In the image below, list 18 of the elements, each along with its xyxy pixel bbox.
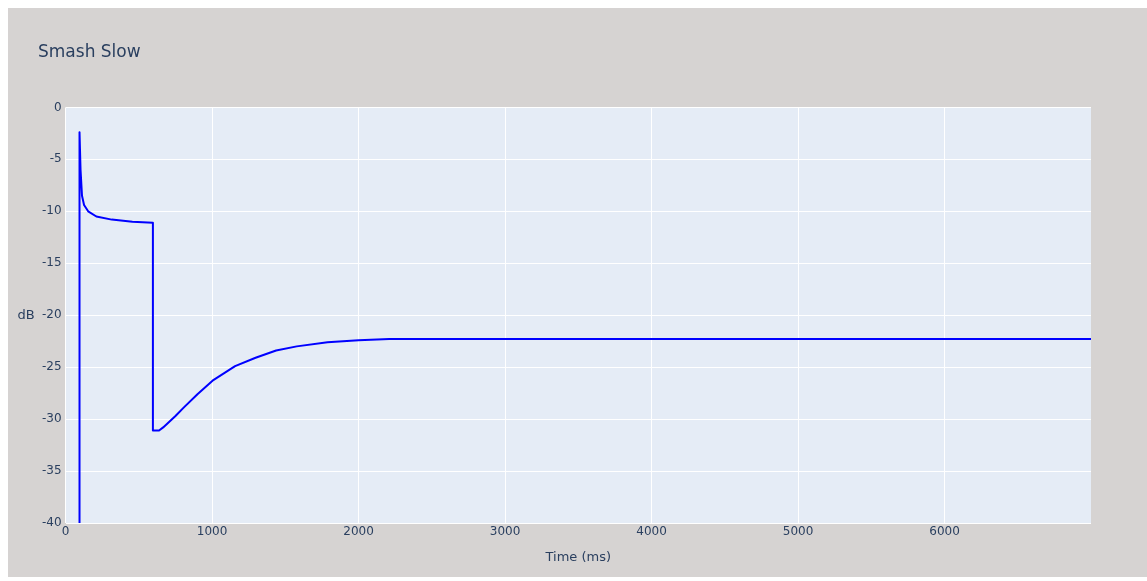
x-tick-label: 1000: [196, 524, 228, 539]
y-tick-label: -5: [49, 151, 62, 166]
x-tick-label: 3000: [489, 524, 521, 539]
x-tick-label: 6000: [929, 524, 960, 539]
y-tick-label: -15: [41, 255, 62, 270]
y-axis-title: dB: [17, 306, 35, 322]
y-tick-label: -20: [41, 307, 62, 322]
y-tick-label: -40: [41, 515, 62, 530]
y-tick-label: 0: [53, 99, 62, 114]
x-tick-label: 4000: [636, 524, 667, 539]
x-tick-label: 5000: [782, 524, 814, 539]
chart-title: Smash Slow: [38, 40, 141, 61]
y-tick-label: -10: [41, 203, 62, 218]
x-axis-title: Time (ms): [544, 548, 612, 564]
x-tick-label: 2000: [343, 524, 374, 539]
y-tick-label: -35: [41, 463, 62, 478]
y-tick-label: -25: [41, 359, 62, 374]
y-tick-label: -30: [41, 411, 62, 426]
